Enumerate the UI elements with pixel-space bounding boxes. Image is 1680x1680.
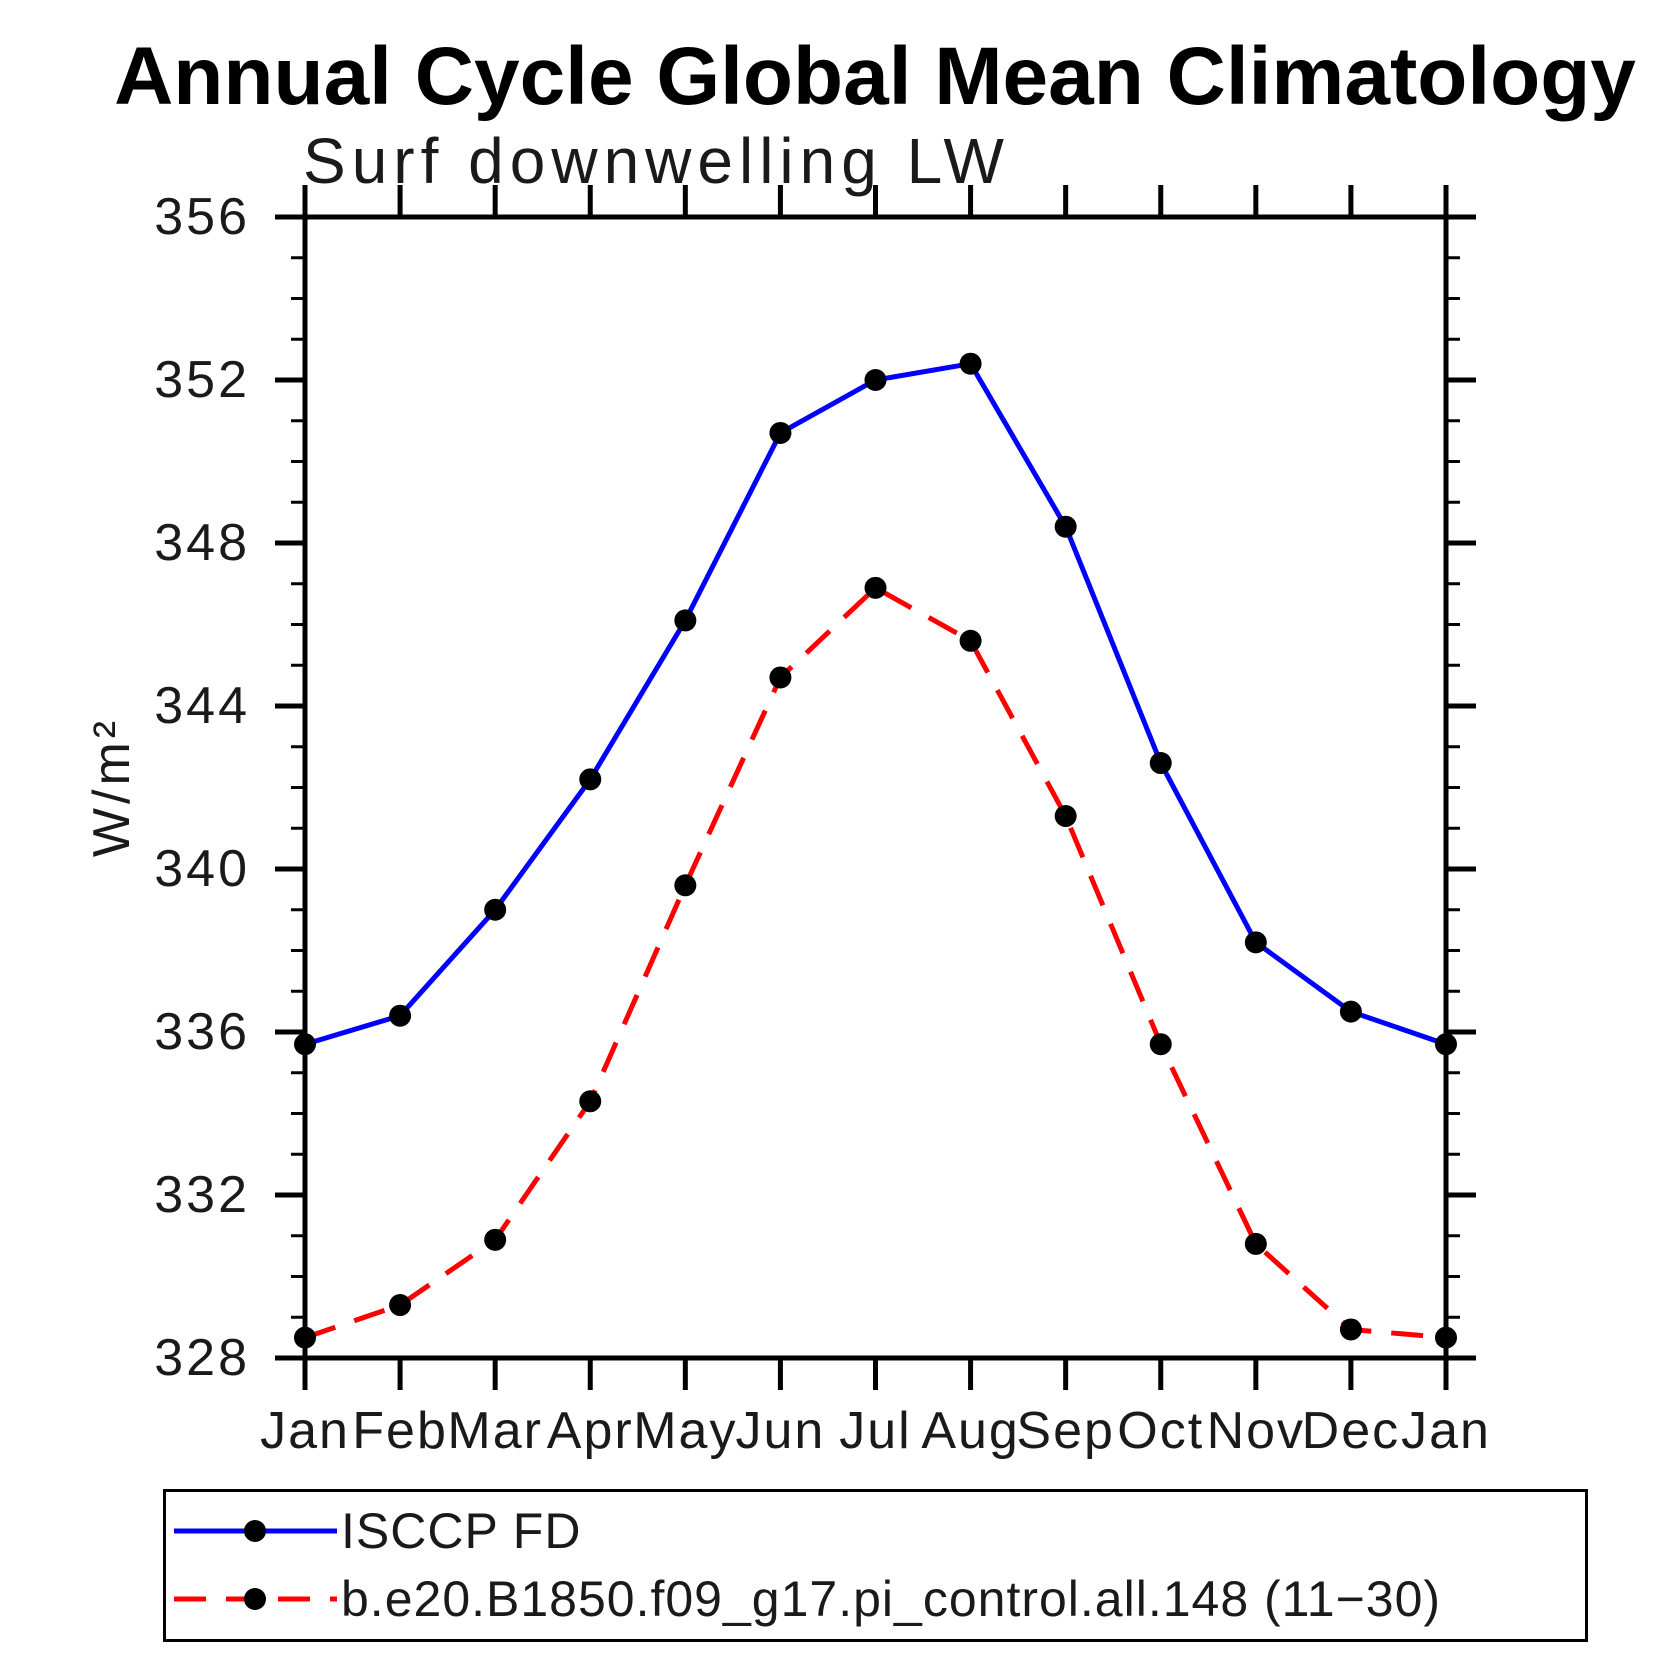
series-0-marker — [674, 609, 697, 632]
x-tick-label: Aug — [921, 1402, 1020, 1460]
x-tick-label: Oct — [1117, 1402, 1204, 1460]
x-tick-label: Apr — [547, 1402, 634, 1460]
series-line-0 — [304, 360, 1447, 1047]
series-1-marker — [294, 1326, 316, 1349]
legend-line-sample-model — [174, 1588, 337, 1610]
series-1-marker — [484, 1228, 507, 1251]
y-tick-label: 328 — [154, 1329, 250, 1387]
series-1-marker — [864, 576, 887, 599]
series-line-1 — [304, 584, 1447, 1341]
legend-item-model: b.e20.B1850.f09_g17.pi_control.all.148 (… — [169, 1571, 1442, 1627]
x-tick-label: Jan — [260, 1402, 350, 1460]
x-tick-label: Feb — [352, 1402, 448, 1460]
series-0-marker — [484, 898, 507, 921]
legend-label-model: b.e20.B1850.f09_g17.pi_control.all.148 (… — [341, 1571, 1442, 1627]
y-tick-label: 352 — [154, 351, 250, 409]
series-1-marker — [1435, 1326, 1457, 1349]
y-tick-label: 356 — [154, 188, 250, 246]
x-tick-label: Sep — [1016, 1402, 1115, 1460]
legend-item-isccp: ISCCP FD — [169, 1503, 582, 1559]
series-1-marker — [1054, 805, 1077, 828]
series-0-marker — [579, 768, 602, 791]
legend-marker-isccp — [244, 1520, 266, 1542]
chart-title: Annual Cycle Global Mean Climatology — [114, 31, 1636, 122]
y-tick-label: 332 — [154, 1166, 250, 1224]
series-0-marker — [1244, 931, 1267, 954]
series-0-marker — [769, 421, 792, 444]
series-1-marker — [1244, 1232, 1267, 1255]
series-0-marker — [1054, 515, 1077, 538]
y-tick-label: 344 — [154, 677, 250, 735]
chart-subtitle: Surf downwelling LW — [303, 125, 1010, 197]
series-0-marker — [959, 352, 982, 375]
y-tick-label: 340 — [154, 840, 250, 898]
x-tick-label: Mar — [447, 1402, 543, 1460]
x-tick-label: Jan — [1401, 1402, 1491, 1460]
series-1-marker — [769, 666, 792, 689]
series-0-marker — [294, 1033, 316, 1056]
series-1-marker — [389, 1294, 412, 1317]
legend-marker-model — [244, 1588, 266, 1610]
x-tick-label: Dec — [1302, 1402, 1400, 1460]
series-0-marker — [389, 1004, 412, 1027]
series-1-marker — [1149, 1033, 1172, 1056]
series-0-marker — [1339, 1000, 1362, 1023]
series-1-marker — [959, 629, 982, 652]
legend-label-isccp: ISCCP FD — [341, 1503, 582, 1559]
x-tick-label: Nov — [1207, 1402, 1305, 1460]
y-tick-label: 348 — [154, 514, 250, 572]
x-tick-label: May — [633, 1402, 737, 1460]
series-1-marker — [1339, 1318, 1362, 1341]
series-0-marker — [864, 369, 887, 391]
x-tick-label: Jun — [735, 1402, 825, 1460]
series-0-marker — [1435, 1033, 1457, 1056]
x-tick-label: Jul — [839, 1402, 911, 1460]
series-1-marker — [674, 874, 697, 897]
legend-box: ISCCP FD b.e20.B1850.f09_g17.pi_control.… — [163, 1489, 1588, 1642]
series-0-marker — [1149, 752, 1172, 775]
y-tick-label: 336 — [154, 1003, 250, 1061]
legend-line-sample-isccp — [174, 1520, 337, 1542]
series-1-marker — [579, 1090, 602, 1113]
